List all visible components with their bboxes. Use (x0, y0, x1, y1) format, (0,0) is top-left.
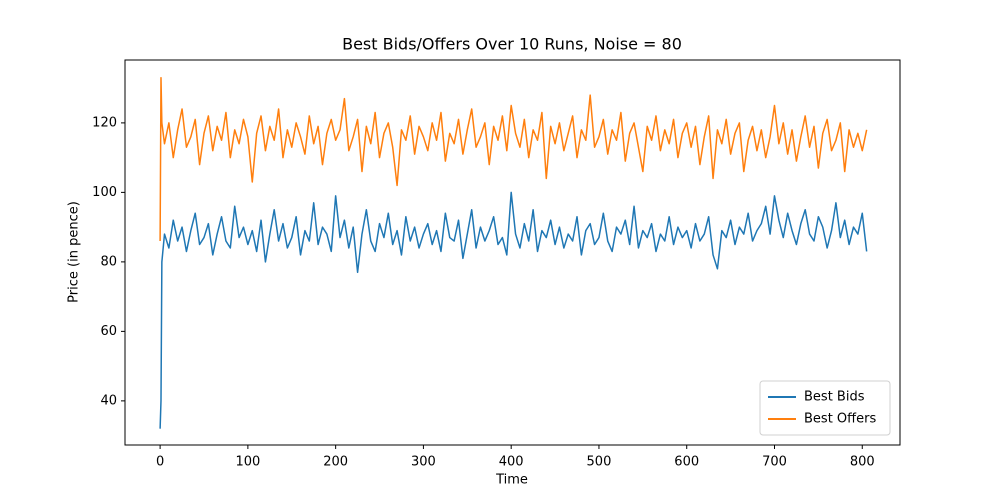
x-tick-label: 500 (587, 455, 612, 470)
y-tick-label: 80 (100, 254, 117, 269)
data-line (159, 76, 868, 242)
legend-label: Best Bids (804, 390, 865, 405)
chart-title: Best Bids/Offers Over 10 Runs, Noise = 8… (342, 35, 682, 54)
plot-frame (124, 59, 901, 446)
x-tick-label: 300 (411, 455, 436, 470)
y-tick-label: 120 (92, 115, 117, 130)
x-tick-label: 0 (156, 455, 164, 470)
legend: Best Bids Best Offers (759, 380, 891, 436)
x-tick-label: 800 (850, 455, 875, 470)
x-tick-label: 400 (499, 455, 524, 470)
x-tick-label: 100 (235, 455, 260, 470)
x-tick-label: 600 (674, 455, 699, 470)
y-tick-label: 60 (100, 324, 117, 339)
y-tick-label: 40 (100, 393, 117, 408)
x-tick-label: 700 (762, 455, 787, 470)
x-axis-label: Time (495, 473, 528, 488)
x-tick-label: 200 (323, 455, 348, 470)
legend-label: Best Offers (804, 412, 876, 427)
legend-box (759, 380, 891, 436)
data-line (159, 191, 868, 429)
y-axis-label: Price (in pence) (67, 201, 82, 303)
y-tick-label: 100 (92, 185, 117, 200)
